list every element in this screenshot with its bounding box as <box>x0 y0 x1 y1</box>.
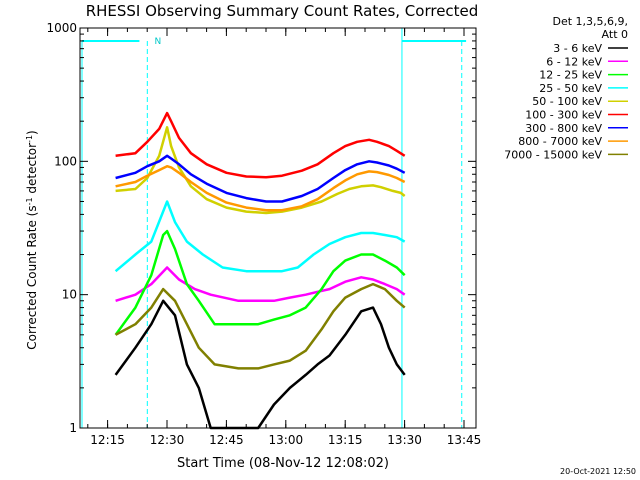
series-line-7 <box>115 154 406 203</box>
legend-label-8: 800 - 7000 keV <box>518 135 602 148</box>
legend-label-7: 300 - 800 keV <box>525 122 602 135</box>
y-axis-label: Corrected Count Rate (s-1 detector-1) <box>25 130 39 349</box>
x-tick-label: 13:30 <box>387 433 422 447</box>
y-axis-label-mid: detector <box>25 143 39 198</box>
x-tick-label: 12:15 <box>90 433 125 447</box>
legend-header: Det 1,3,5,6,9, Att 0 <box>552 15 628 41</box>
legend-label-3: 12 - 25 keV <box>539 69 602 82</box>
series-line-9 <box>115 282 406 370</box>
legend-label-5: 50 - 100 keV <box>532 95 602 108</box>
y-tick-label: 10 <box>62 288 77 302</box>
legend-label-4: 25 - 50 keV <box>539 82 602 95</box>
x-tick-label: 13:00 <box>269 433 304 447</box>
series-line-5 <box>115 126 406 215</box>
y-tick-label: 100 <box>54 154 77 168</box>
x-tick-label: 13:45 <box>447 433 482 447</box>
night-marker: N <box>154 37 161 47</box>
timestamp: 20-Oct-2021 12:50 <box>560 467 636 476</box>
chart-title: RHESSI Observing Summary Count Rates, Co… <box>86 2 479 20</box>
legend-label-6: 100 - 300 keV <box>525 109 602 122</box>
axes: 1 10 100 1000 12:15 12:30 12:45 13:00 13:15 13:30… <box>46 21 481 447</box>
y-tick-label: 1000 <box>46 21 77 35</box>
y-tick-label: 1 <box>69 421 77 435</box>
plot-area: N <box>81 28 467 428</box>
y-axis-label-main: Corrected Count Rate (s <box>25 205 39 349</box>
x-tick-label: 13:15 <box>328 433 363 447</box>
series-line-2 <box>115 266 406 303</box>
legend-label-9: 7000 - 15000 keV <box>504 148 602 161</box>
legend-header-line-1: Det 1,3,5,6,9, <box>552 15 628 28</box>
x-axis-label: Start Time (08-Nov-12 12:08:02) <box>177 456 389 471</box>
y-axis-label-sup-2: -1 <box>25 135 34 143</box>
y-axis-label-end: ) <box>25 130 39 135</box>
y-axis-label-sup-1: -1 <box>25 197 34 205</box>
series-layer <box>114 111 406 430</box>
legend-label-1: 3 - 6 keV <box>553 42 602 55</box>
series-line-6 <box>115 111 406 179</box>
x-tick-label: 12:30 <box>150 433 185 447</box>
plot-frame <box>79 27 477 429</box>
series-line-1 <box>114 299 406 430</box>
x-tick-label: 12:45 <box>209 433 244 447</box>
series-line-8 <box>115 164 406 212</box>
series-line-3 <box>114 229 406 336</box>
legend-label-2: 6 - 12 keV <box>546 55 602 68</box>
series-line-4 <box>114 200 406 273</box>
legend-header-line-2: Att 0 <box>602 28 628 41</box>
